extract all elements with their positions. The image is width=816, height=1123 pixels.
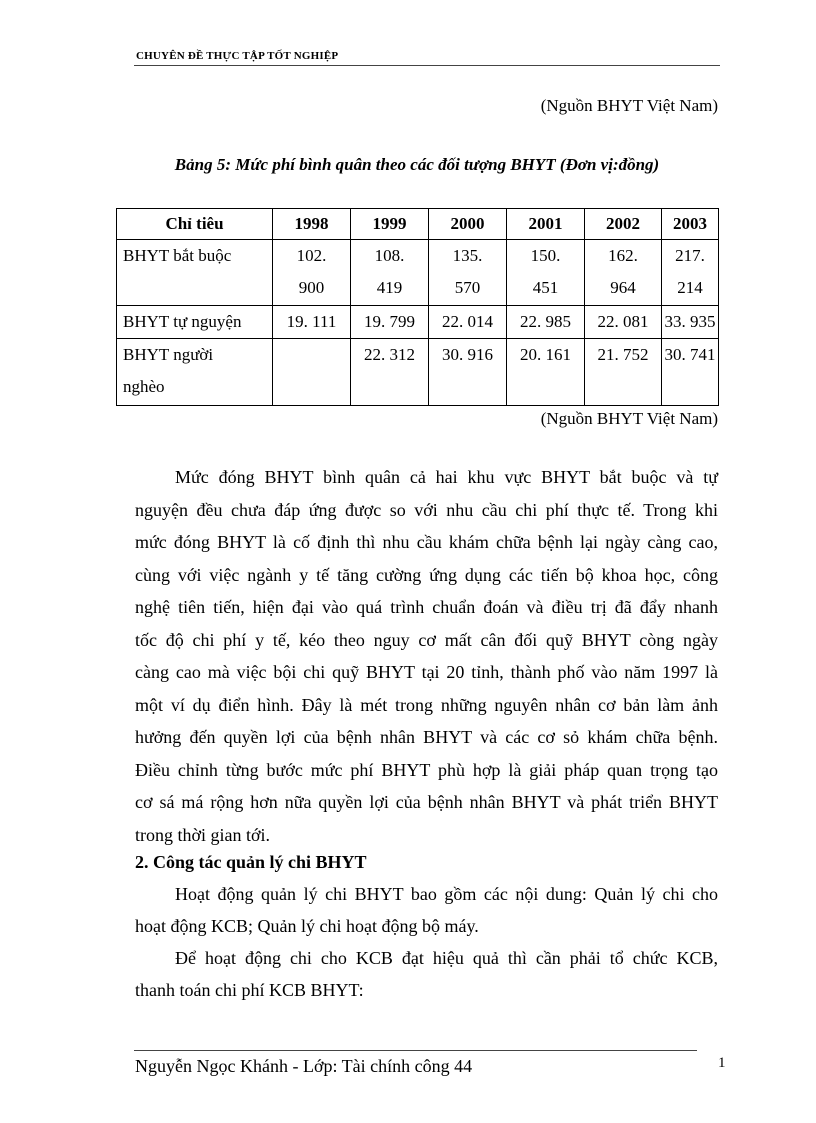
row-label: BHYT người nghèo	[116, 338, 273, 406]
table-header-row: Chỉ tiêu 1998 1999 2000 2001 2002 2003	[116, 208, 719, 240]
column-header: 2001	[506, 208, 585, 240]
table-cell: 108. 419	[350, 239, 429, 306]
paragraph-line: nghệ tiên tiến, hiện đại vào quá trình c…	[135, 597, 718, 617]
column-header: 2003	[661, 208, 719, 240]
table-cell: 33. 935	[661, 305, 719, 339]
source-note-top: (Nguồn BHYT Việt Nam)	[540, 96, 718, 115]
table-caption: Bảng 5: Mức phí bình quân theo các đối t…	[174, 155, 660, 174]
paragraph-line: hoạt động KCB; Quản lý chi hoạt động bộ …	[135, 916, 479, 936]
footer-rule	[134, 1050, 697, 1051]
paragraph-line: Để hoạt động chi cho KCB đạt hiệu quả th…	[175, 948, 718, 968]
running-header: CHUYÊN ĐỀ THỰC TẬP TỐT NGHIỆP	[136, 50, 339, 62]
row-label: BHYT bắt buộc	[116, 239, 273, 306]
table-cell: 22. 985	[506, 305, 585, 339]
table-row: BHYT bắt buộc 102. 900 108. 419 135. 570…	[116, 239, 719, 306]
column-header: 1998	[272, 208, 351, 240]
paragraph-line: Hoạt động quản lý chi BHYT bao gồm các n…	[175, 884, 718, 904]
running-footer: Nguyễn Ngọc Khánh - Lớp: Tài chính công …	[135, 1056, 473, 1076]
column-header: 2000	[428, 208, 507, 240]
data-table: Chỉ tiêu 1998 1999 2000 2001 2002 2003 B…	[116, 208, 719, 406]
table-cell: 22. 312	[350, 338, 429, 406]
table-cell: 19. 799	[350, 305, 429, 339]
paragraph-line: tốc độ chi phí y tế, kéo theo nguy cơ mấ…	[135, 629, 718, 650]
column-header: 1999	[350, 208, 429, 240]
table-cell: 20. 161	[506, 338, 585, 406]
header-rule	[134, 65, 720, 66]
table-cell: 30. 741	[661, 338, 719, 406]
table-cell: 150. 451	[506, 239, 585, 306]
table-cell: 135. 570	[428, 239, 507, 306]
table-cell: 162. 964	[584, 239, 662, 306]
paragraph-line: cùng với việc ngành y tế tăng cường ứng …	[135, 564, 718, 585]
paragraph-line: thanh toán chi phí KCB BHYT:	[135, 980, 364, 1000]
paragraph-line: mức đóng BHYT là cố định thì nhu cầu khá…	[135, 532, 718, 552]
column-header: Chỉ tiêu	[116, 208, 273, 240]
row-label: BHYT tự nguyện	[116, 305, 273, 339]
source-note-bottom: (Nguồn BHYT Việt Nam)	[540, 409, 718, 428]
paragraph-line: cơ sá má rộng hơn nữa quyền lợi của bệnh…	[135, 792, 718, 812]
paragraph-line: trong thời gian tới.	[135, 824, 271, 845]
paragraph-line: nguyện đều chưa đáp ứng được so với nhu …	[135, 499, 718, 520]
paragraph-line: Điều chỉnh từng bước mức phí BHYT phù hợ…	[135, 759, 718, 780]
paragraph-line: Mức đóng BHYT bình quân cả hai khu vực B…	[175, 467, 718, 487]
table-cell: 217. 214	[661, 239, 719, 306]
table-row: BHYT tự nguyện 19. 111 19. 799 22. 014 2…	[116, 305, 719, 339]
table-cell: 19. 111	[272, 305, 351, 339]
section-heading: 2. Công tác quản lý chi BHYT	[135, 852, 367, 872]
table-cell: 30. 916	[428, 338, 507, 406]
table-row: BHYT người nghèo 22. 312 30. 916 20. 161…	[116, 338, 719, 406]
table-cell: 22. 081	[584, 305, 662, 339]
column-header: 2002	[584, 208, 662, 240]
table-cell: 22. 014	[428, 305, 507, 339]
page-number: 1	[718, 1055, 726, 1071]
table-cell: 102. 900	[272, 239, 351, 306]
paragraph-line: một ví dụ điển hình. Đây là mét trong nh…	[135, 694, 718, 715]
table-cell	[272, 338, 351, 406]
paragraph-line: càng cao mà việc bội chi quỹ BHYT tại 20…	[135, 662, 718, 682]
paragraph-line: hưởng đến quyền lợi của bệnh nhân BHYT v…	[135, 727, 718, 747]
table-cell: 21. 752	[584, 338, 662, 406]
